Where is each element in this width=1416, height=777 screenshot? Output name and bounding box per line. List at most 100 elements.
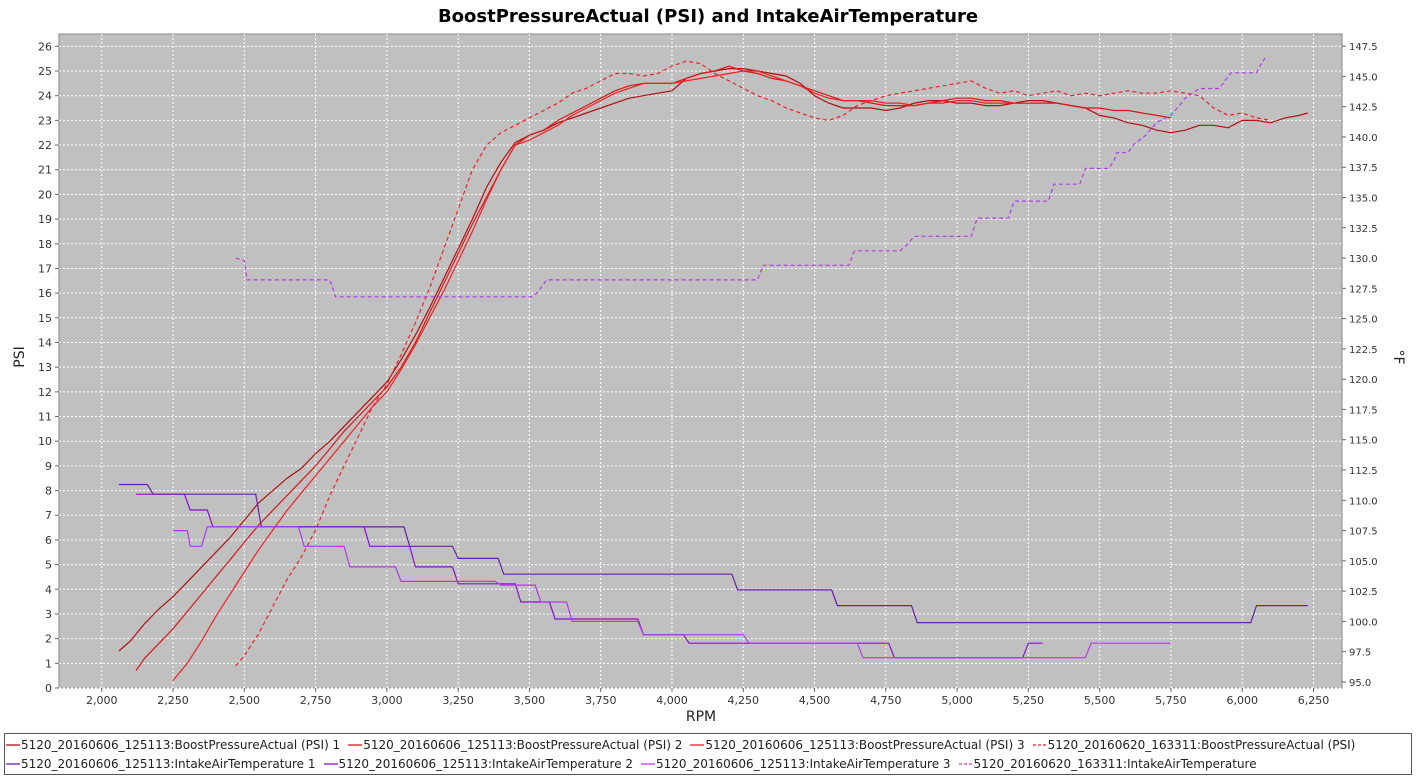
y-tick-label: 10 [38,435,52,448]
x-tick-label: 5,500 [1084,694,1116,707]
legend-row: 5120_20160606_125113:IntakeAirTemperatur… [5,755,1264,773]
legend-label: 5120_20160606_125113:BoostPressureActual… [705,738,1025,752]
legend-item: 5120_20160620_163311:BoostPressureActual… [1032,736,1356,754]
y-tick-label: 17 [38,262,52,275]
y-tick-label: 8 [45,485,52,498]
series-line-4 [235,60,1271,667]
legend-label: 5120_20160606_125113:BoostPressureActual… [21,738,341,752]
legend-swatch [323,763,338,765]
y-tick-label: 15 [38,312,52,325]
x-tick-label: 2,750 [300,694,332,707]
x-tick-label: 2,250 [157,694,189,707]
x-tick-label: 4,000 [656,694,688,707]
y-tick-label: 12 [38,386,52,399]
x-tick-label: 3,500 [514,694,546,707]
legend-label: 5120_20160606_125113:IntakeAirTemperatur… [338,757,634,771]
legend-swatch [6,744,20,746]
y-tick-label: 19 [38,213,52,226]
series-line-3 [172,70,1043,681]
y2-tick-label: 115.0 [1349,436,1378,447]
y2-tick-label: 97.5 [1349,648,1371,659]
y2-tick-label: 142.5 [1349,103,1378,114]
x-tick-label: 6,250 [1298,694,1330,707]
y2-tick-label: 147.5 [1349,42,1378,53]
x-tick-label: 3,000 [371,694,403,707]
series-line-5 [118,483,1308,624]
legend: 5120_20160606_125113:BoostPressureActual… [4,733,1412,775]
grid [59,34,1342,689]
y2-tick-label: 145.0 [1349,72,1378,83]
y2-tick-label: 140.0 [1349,133,1378,144]
x-tick-label: 6,000 [1226,694,1258,707]
x-tick-label: 4,500 [799,694,831,707]
legend-row: 5120_20160606_125113:BoostPressureActual… [5,736,1362,754]
legend-item: 5120_20160606_125113:IntakeAirTemperatur… [5,755,316,773]
x-tick-label: 3,750 [585,694,617,707]
y2-tick-label: 130.0 [1349,254,1378,265]
y2-tick-label: 135.0 [1349,194,1378,205]
y-tick-label: 23 [38,114,52,127]
y-tick-label: 1 [45,657,52,670]
legend-label: 5120_20160606_125113:IntakeAirTemperatur… [656,757,951,771]
y-tick-label: 24 [38,90,52,103]
axes: 2,000 2,250 2,500 2,750 3,000 3,250 3,500 3,750… [38,40,1378,707]
y2-tick-label: 112.5 [1349,466,1378,477]
legend-swatch [1032,744,1047,746]
y-tick-label: 0 [45,682,52,695]
legend-swatch [348,744,363,746]
x-axis-label: RPM [686,709,716,725]
y-tick-label: 21 [38,164,52,177]
y2-axis-label: °F [1390,349,1406,364]
y-tick-label: 11 [38,411,52,424]
y-tick-label: 4 [45,583,52,596]
legend-item: 5120_20160620_163311:IntakeAirTemperatur… [958,755,1257,773]
x-tick-label: 4,250 [728,694,760,707]
y-tick-label: 26 [38,40,52,53]
y-tick-label: 7 [45,509,52,522]
y-tick-label: 25 [38,65,52,78]
y-axis-label: PSI [12,346,28,367]
y-tick-label: 16 [38,287,52,300]
legend-label: 5120_20160620_163311:IntakeAirTemperatur… [973,757,1257,771]
y-tick-label: 22 [38,139,52,152]
y2-tick-label: 125.0 [1349,315,1378,326]
legend-label: 5120_20160606_125113:IntakeAirTemperatur… [21,757,316,771]
y2-tick-label: 110.0 [1349,496,1378,507]
legend-swatch [641,763,656,765]
x-tick-label: 4,750 [870,694,902,707]
legend-swatch [690,744,705,746]
x-tick-label: 2,000 [86,694,118,707]
y2-tick-label: 122.5 [1349,345,1378,356]
y2-tick-label: 95.0 [1349,678,1371,689]
x-tick-label: 5,000 [941,694,973,707]
legend-label: 5120_20160606_125113:BoostPressureActual… [363,738,683,752]
y-tick-label: 5 [45,559,52,572]
series-line-7 [173,526,1171,659]
x-tick-label: 3,250 [442,694,474,707]
y2-tick-label: 132.5 [1349,224,1378,235]
y2-tick-label: 120.0 [1349,375,1378,386]
legend-item: 5120_20160606_125113:BoostPressureActual… [347,736,682,754]
y-tick-label: 2 [45,633,52,646]
legend-item: 5120_20160606_125113:BoostPressureActual… [689,736,1025,754]
y-tick-label: 6 [45,534,52,547]
legend-item: 5120_20160606_125113:IntakeAirTemperatur… [640,755,951,773]
y2-tick-label: 117.5 [1349,405,1378,416]
legend-swatch [958,763,973,765]
plot-area [58,33,1343,689]
y-tick-label: 9 [45,460,52,473]
y2-tick-label: 100.0 [1349,617,1378,628]
y2-tick-label: 107.5 [1349,527,1378,538]
chart-title: BoostPressureActual (PSI) and IntakeAirT… [438,6,978,27]
y-tick-label: 20 [38,188,52,201]
legend-item: 5120_20160606_125113:BoostPressureActual… [5,736,340,754]
series-lines [118,57,1308,681]
y-tick-label: 18 [38,238,52,251]
legend-label: 5120_20160620_163311:BoostPressureActual… [1047,738,1356,752]
y2-tick-label: 102.5 [1349,587,1378,598]
legend-swatch [6,763,20,765]
y2-tick-label: 105.0 [1349,557,1378,568]
legend-item: 5120_20160606_125113:IntakeAirTemperatur… [323,755,634,773]
y-tick-label: 3 [45,608,52,621]
x-tick-label: 5,250 [1013,694,1045,707]
